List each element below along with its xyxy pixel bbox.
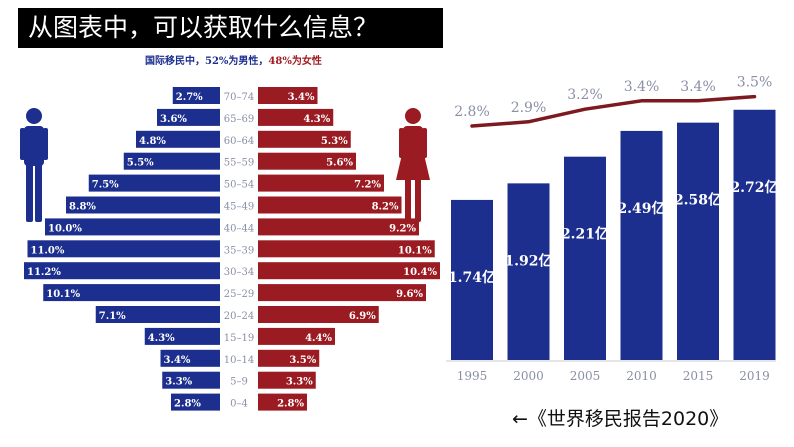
- bar-value-label: 1.74亿: [448, 269, 496, 286]
- source-citation: ←《世界移民报告2020》: [512, 404, 728, 431]
- year-tick-label: 2000: [513, 369, 544, 383]
- year-tick-label: 2019: [739, 369, 770, 383]
- population-bar: [564, 157, 606, 360]
- bar-value-label: 2.58亿: [674, 192, 722, 209]
- year-tick-label: 2005: [570, 369, 601, 383]
- bar-value-label: 2.21亿: [561, 226, 609, 243]
- population-bar: [621, 131, 663, 360]
- year-tick-label: 2010: [626, 369, 657, 383]
- population-bar: [508, 183, 550, 360]
- share-point-label: 3.4%: [624, 79, 660, 95]
- population-bar: [677, 123, 719, 360]
- share-point-label: 3.5%: [737, 75, 773, 91]
- share-point-label: 3.4%: [680, 79, 716, 95]
- population-bar: [734, 110, 776, 360]
- bar-value-label: 1.92亿: [504, 252, 552, 269]
- bar-value-label: 2.49亿: [617, 200, 665, 217]
- share-point-label: 2.9%: [511, 100, 547, 116]
- year-tick-label: 2015: [683, 369, 714, 383]
- share-point-label: 2.8%: [454, 104, 490, 120]
- bar-value-label: 2.72亿: [730, 179, 778, 196]
- share-point-label: 3.2%: [567, 87, 603, 103]
- year-tick-label: 1995: [457, 369, 488, 383]
